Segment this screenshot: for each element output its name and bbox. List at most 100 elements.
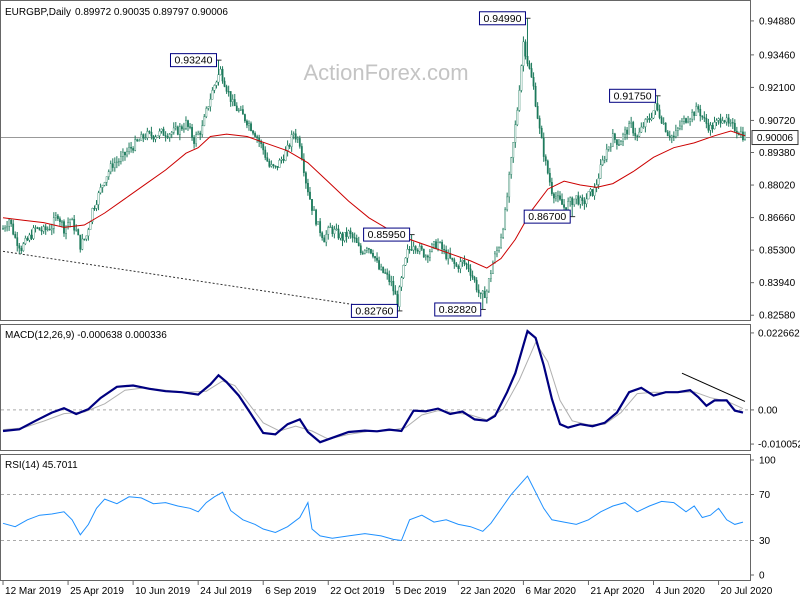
price-bar-body [546, 160, 549, 174]
price-bar-body [638, 131, 641, 137]
price-bar-body [386, 272, 389, 275]
price-bar-body [225, 86, 228, 92]
price-axis-label: 0.90720 [759, 116, 796, 127]
price-bar-body [140, 134, 143, 141]
price-bar-body [335, 228, 338, 230]
price-bar-body [660, 117, 663, 124]
price-bar-body [288, 144, 291, 147]
price-bar-body [664, 122, 667, 133]
price-bar-body [534, 85, 537, 107]
price-bar-body [50, 228, 53, 231]
price-bar-body [394, 290, 397, 295]
price-bar-body [69, 219, 71, 223]
price-bar-body [113, 162, 116, 168]
price-bar-body [605, 148, 608, 160]
annotation-label: 0.86700 [528, 211, 566, 223]
price-bar-body [246, 120, 248, 126]
price-bar-body [412, 246, 415, 251]
price-bar-body [337, 228, 340, 239]
price-bar-body [457, 266, 460, 269]
price-bar-body [347, 230, 350, 237]
price-bar-body [321, 232, 324, 239]
annotation-label: 0.91750 [614, 90, 652, 102]
price-bar-body [489, 273, 492, 279]
price-bar-body [668, 135, 671, 138]
price-axis-label: 0.94880 [759, 16, 796, 27]
price-bar-body [158, 130, 161, 136]
price-bar-body [2, 228, 4, 230]
price-bar-body [500, 237, 502, 249]
price-bar-body [538, 118, 541, 129]
price-bar-body [524, 41, 527, 57]
price-bar-body [22, 243, 25, 251]
price-bar-body [187, 120, 189, 127]
price-bar-body [701, 115, 704, 118]
price-bar-body [339, 233, 342, 239]
price-bar-body [272, 164, 275, 166]
price-bar-body [185, 120, 187, 129]
price-bar-body [646, 118, 649, 120]
price-bar-body [654, 103, 657, 111]
price-bar-body [117, 161, 120, 163]
price-bar-body [122, 151, 124, 157]
price-bar-body [672, 135, 675, 138]
price-bar-body [170, 132, 173, 135]
price-bar-body [492, 262, 494, 274]
price-bar-body [512, 142, 515, 158]
price-bar-body [296, 138, 299, 140]
price-bar-body [28, 234, 31, 241]
rsi-lines [2, 475, 744, 542]
price-bar-body [274, 165, 277, 167]
price-bar-body [648, 118, 651, 121]
price-bar-body [445, 249, 448, 259]
x-axis-label: 6 Mar 2020 [525, 586, 576, 597]
annotation-box [478, 11, 526, 26]
price-bar-body [437, 241, 439, 249]
price-bar-body [443, 249, 446, 251]
price-bar-body [520, 65, 523, 91]
price-bar-body [59, 218, 61, 222]
price-bar-body [235, 105, 238, 111]
price-bar-body [164, 135, 167, 137]
price-bar-body [30, 234, 33, 239]
price-bar-body [378, 260, 380, 270]
price-bar-body [461, 260, 464, 262]
price-axis-label: 0.92100 [759, 83, 796, 94]
price-bar-body [691, 111, 694, 120]
price-bar-body [581, 197, 584, 201]
price-bar-body [514, 124, 517, 143]
price-bar-body [475, 279, 478, 291]
price-bar-body [160, 128, 163, 132]
price-axis-label: 0.85300 [759, 246, 796, 257]
price-bar-body [733, 122, 736, 132]
price-bar-body [12, 223, 15, 235]
price-bar-body [422, 249, 425, 258]
price-bar-body [426, 255, 429, 258]
price-bar-body [178, 126, 181, 135]
annotation-label: 0.82820 [439, 304, 477, 316]
price-bar-body [656, 103, 659, 110]
price-bar-body [591, 189, 594, 196]
price-bar-body [311, 199, 313, 211]
price-bar-body [276, 166, 279, 168]
price-bar-body [349, 230, 352, 235]
price-bar-body [713, 122, 716, 130]
price-bar-body [128, 147, 130, 152]
price-bar-body [557, 195, 559, 198]
price-bar-body [341, 233, 344, 241]
price-bar-body [508, 174, 511, 198]
price-ohlc: 0.89972 0.90035 0.89797 0.90006 [75, 7, 228, 18]
price-bar-body [510, 157, 513, 175]
price-bar-body [504, 209, 507, 230]
x-axis-label: 5 Dec 2019 [395, 586, 447, 597]
price-bar-body [300, 146, 303, 160]
price-bar-body [620, 141, 622, 146]
price-bar-body [8, 219, 11, 227]
price-bar-body [138, 140, 141, 142]
price-bar-body [286, 144, 289, 152]
price-bar-body [400, 277, 403, 288]
price-bar-body [599, 164, 602, 179]
x-axis: 12 Mar 2019 25 Apr 2019 10 Jun 2019 24 Jul … [2, 581, 773, 597]
x-axis-label: 24 Jul 2019 [200, 586, 252, 597]
price-bar-body [687, 121, 689, 123]
